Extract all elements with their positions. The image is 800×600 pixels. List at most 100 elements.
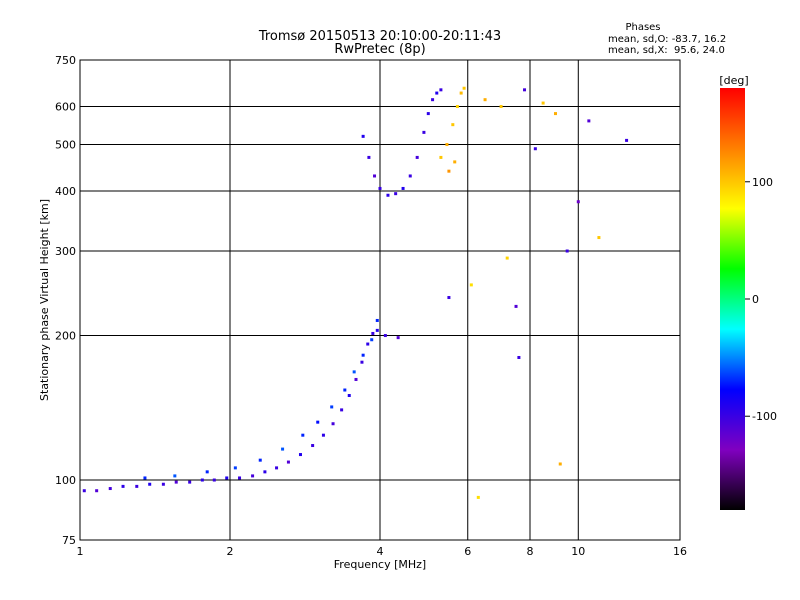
data-point	[435, 91, 439, 95]
x-tick-label: 16	[673, 545, 687, 558]
data-point	[439, 155, 443, 159]
data-point	[108, 487, 112, 491]
data-point	[354, 377, 358, 381]
x-axis-label: Frequency [MHz]	[334, 558, 426, 571]
data-point	[340, 408, 344, 412]
data-point	[476, 495, 480, 499]
data-point	[347, 394, 351, 398]
data-point	[483, 98, 487, 102]
data-point	[447, 169, 451, 173]
data-point	[375, 318, 379, 322]
data-point	[587, 119, 591, 123]
chart-subtitle: RwPretec (8p)	[334, 42, 425, 57]
data-point	[505, 256, 509, 260]
data-point	[439, 88, 443, 92]
y-tick-label: 400	[55, 185, 76, 198]
x-tick-label: 10	[571, 545, 585, 558]
data-point	[331, 422, 335, 426]
x-axis: 1 2 4 6 8 10 16	[77, 545, 688, 558]
data-point	[286, 460, 290, 464]
y-tick-label: 75	[62, 534, 76, 547]
data-point	[95, 489, 99, 493]
data-point	[361, 353, 365, 357]
data-point	[360, 360, 364, 364]
data-point	[143, 476, 147, 480]
data-point	[263, 470, 267, 474]
chart-title: Tromsø 20150513 20:10:00-20:11:43	[258, 29, 501, 44]
data-point	[251, 474, 255, 478]
y-tick-label: 500	[55, 139, 76, 152]
data-point	[275, 466, 279, 470]
data-point	[212, 478, 216, 482]
colorbar-tick-label: 0	[752, 293, 759, 306]
data-point	[533, 147, 537, 151]
data-point	[378, 186, 382, 190]
data-point	[422, 130, 426, 134]
data-point	[148, 482, 152, 486]
data-point	[396, 336, 400, 340]
colorbar-label: [deg]	[719, 74, 748, 87]
phase-info-line-x: mean, sd,X: 95.6, 24.0	[608, 45, 725, 56]
data-point	[462, 86, 466, 90]
data-point	[523, 88, 527, 92]
data-point	[205, 470, 209, 474]
data-point	[447, 296, 451, 300]
y-tick-label: 200	[55, 330, 76, 343]
y-tick-label: 750	[55, 54, 76, 67]
data-point	[514, 304, 518, 308]
data-point	[281, 447, 285, 451]
x-tick-label: 6	[464, 545, 471, 558]
data-point	[121, 484, 125, 488]
data-point	[459, 91, 463, 95]
data-point	[451, 123, 455, 127]
grid-lines	[80, 60, 680, 540]
data-point	[343, 388, 347, 392]
data-points	[82, 86, 629, 499]
colorbar-tick-label: -100	[752, 410, 777, 423]
data-point	[366, 342, 370, 346]
data-point	[188, 480, 192, 484]
data-point	[415, 155, 419, 159]
data-point	[174, 480, 178, 484]
data-point	[370, 338, 374, 342]
data-point	[361, 134, 365, 138]
y-tick-label: 300	[55, 245, 76, 258]
phase-info-title: Phases	[625, 22, 660, 33]
y-tick-label: 100	[55, 474, 76, 487]
data-point	[625, 138, 629, 142]
data-point	[383, 334, 387, 338]
data-point	[301, 433, 305, 437]
data-point	[597, 236, 601, 240]
x-tick-label: 2	[227, 545, 234, 558]
data-point	[394, 192, 398, 196]
data-point	[386, 193, 390, 197]
y-tick-label: 600	[55, 101, 76, 114]
data-point	[316, 420, 320, 424]
data-point	[82, 489, 86, 493]
data-point	[367, 155, 371, 159]
colorbar-tick-label: 100	[752, 176, 773, 189]
data-point	[330, 405, 334, 409]
data-point	[558, 462, 562, 466]
data-point	[135, 484, 139, 488]
colorbar-ticks: 100 0 -100	[745, 176, 777, 423]
data-point	[225, 476, 229, 480]
data-point	[375, 328, 379, 332]
data-point	[161, 482, 165, 486]
data-point	[200, 478, 204, 482]
data-point	[431, 98, 435, 102]
data-point	[541, 101, 545, 105]
data-point	[445, 143, 449, 147]
x-tick-label: 1	[77, 545, 84, 558]
data-point	[371, 331, 375, 335]
data-point	[408, 174, 412, 178]
colorbar	[720, 88, 745, 510]
phase-info-line-o: mean, sd,O: -83.7, 16.2	[608, 34, 726, 45]
data-point	[401, 186, 405, 190]
data-point	[553, 112, 557, 116]
data-point	[352, 370, 356, 374]
data-point	[233, 466, 237, 470]
data-point	[517, 355, 521, 359]
x-tick-label: 8	[527, 545, 534, 558]
